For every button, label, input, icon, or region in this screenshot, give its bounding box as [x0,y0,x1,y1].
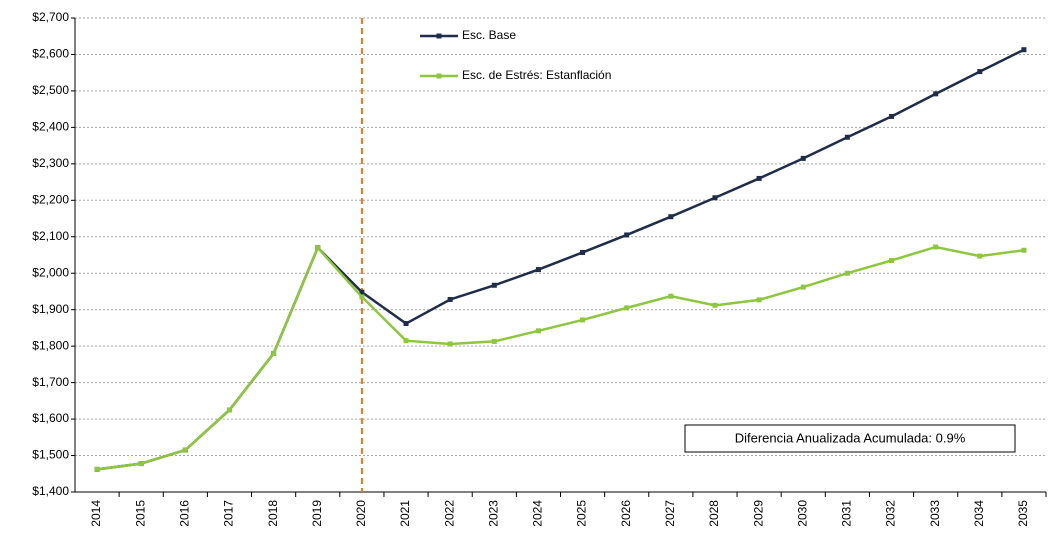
data-point [359,289,365,295]
y-tick-label: $2,600 [32,47,69,61]
x-tick-label: 2032 [884,500,898,527]
data-point [977,69,983,75]
x-tick-label: 2028 [707,500,721,527]
y-tick-label: $2,100 [32,229,69,243]
data-point [447,296,453,302]
x-tick-label: 2019 [310,500,324,527]
annotation: Diferencia Anualizada Acumulada: 0.9% [735,430,966,445]
legend-label: Esc. de Estrés: Estanflación [462,68,611,82]
x-tick-label: 2024 [531,500,545,527]
y-tick-label: $1,900 [32,302,69,316]
x-tick-label: 2033 [928,500,942,527]
data-point [359,294,365,300]
data-point [535,267,541,273]
data-point [447,341,453,347]
data-point [491,338,497,344]
series-line [96,245,1025,471]
x-tick-label: 2035 [1016,500,1030,527]
x-tick-label: 2030 [795,500,809,527]
y-tick-label: $2,700 [32,10,69,24]
data-point [756,297,762,303]
x-tick-label: 2026 [619,500,633,527]
x-tick-label: 2016 [178,500,192,527]
data-point [1021,47,1027,53]
data-point [889,113,895,119]
x-tick-label: 2022 [442,500,456,527]
data-point [94,466,100,472]
annotation-box [684,424,1016,453]
data-point [182,447,188,453]
legend-label: Esc. Base [462,28,516,42]
y-tick-label: $1,400 [32,484,69,498]
x-tick-label: 2025 [575,500,589,527]
data-point [403,338,409,344]
y-tick-label: $1,500 [32,448,69,462]
legend-marker [436,33,442,39]
data-point [580,249,586,255]
data-point [315,245,321,251]
data-point [668,293,674,299]
data-point [535,328,541,334]
data-point [580,317,586,323]
y-tick-label: $1,600 [32,411,69,425]
x-tick-label: 2034 [972,500,986,527]
data-point [933,244,939,250]
data-point [756,175,762,181]
x-tick-label: 2017 [222,500,236,527]
data-point [624,232,630,238]
data-point [226,407,232,413]
x-tick-label: 2020 [354,500,368,527]
data-point [1021,247,1027,253]
data-point [668,214,674,220]
data-point [977,253,983,259]
series-line [96,48,1025,471]
x-tick-label: 2027 [663,500,677,527]
data-point [889,257,895,263]
x-tick-label: 2018 [266,500,280,527]
data-point [271,350,277,356]
x-tick-label: 2021 [398,500,412,527]
x-tick-label: 2029 [751,500,765,527]
data-point [933,91,939,97]
data-point [624,305,630,311]
y-tick-label: $1,700 [32,375,69,389]
legend-marker [436,73,442,79]
y-tick-label: $2,000 [32,265,69,279]
data-point [712,302,718,308]
x-tick-label: 2023 [486,500,500,527]
data-point [403,321,409,327]
y-tick-label: $2,500 [32,83,69,97]
x-tick-label: 2031 [840,500,854,527]
x-tick-label: 2014 [89,500,103,527]
y-tick-label: $1,800 [32,338,69,352]
data-point [712,195,718,201]
data-point [138,461,144,467]
y-tick-label: $2,200 [32,192,69,206]
data-point [844,270,850,276]
x-tick-label: 2015 [133,500,147,527]
y-tick-label: $2,300 [32,156,69,170]
data-point [800,155,806,161]
data-point [491,282,497,288]
y-tick-label: $2,400 [32,120,69,134]
data-point [844,134,850,140]
data-point [800,284,806,290]
